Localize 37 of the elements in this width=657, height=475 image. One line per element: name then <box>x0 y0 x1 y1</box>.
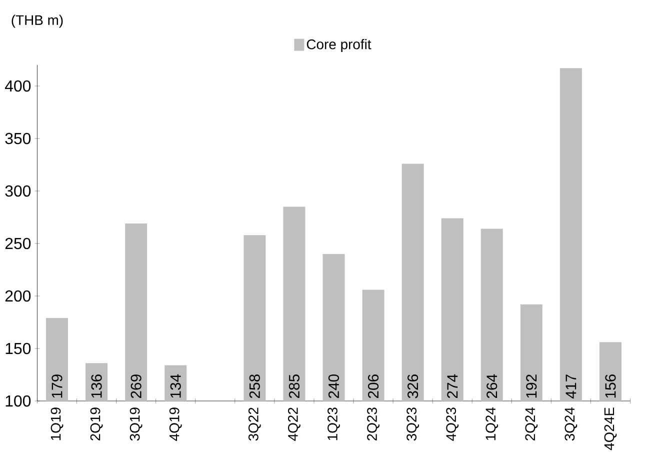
y-tick-label: 250 <box>5 238 31 250</box>
data-label: 179 <box>52 374 62 398</box>
data-label: 326 <box>408 374 418 398</box>
x-tick-label: 1Q23 <box>328 408 340 440</box>
data-label: 285 <box>288 374 300 398</box>
x-tick-label: 2Q19 <box>90 408 103 440</box>
x-tick-label: 2Q23 <box>367 408 380 440</box>
legend-label: Core profit <box>306 39 372 52</box>
data-label: 264 <box>486 374 498 398</box>
y-tick-label: 100 <box>6 395 31 407</box>
data-label: 417 <box>566 374 576 398</box>
y-tick-label: 300 <box>5 185 31 197</box>
y-tick-label: 350 <box>5 132 31 144</box>
y-tick-label: 200 <box>5 290 31 302</box>
data-label: 156 <box>605 374 616 398</box>
data-label: 274 <box>447 374 458 398</box>
x-tick-label: 4Q24E <box>604 408 617 450</box>
x-tick-label: 3Q19 <box>130 408 142 441</box>
x-tick-label: 1Q19 <box>50 408 64 440</box>
x-tick-label: 3Q24 <box>564 407 578 441</box>
data-label: 134 <box>170 374 181 398</box>
data-label: 192 <box>526 374 537 398</box>
data-label: 240 <box>328 374 340 398</box>
x-tick-label: 4Q23 <box>446 408 459 441</box>
x-tick-label: 2Q24 <box>525 407 538 440</box>
y-tick-label: 150 <box>6 342 31 354</box>
x-tick-label: 4Q19 <box>169 408 182 441</box>
x-tick-label: 3Q23 <box>406 408 419 441</box>
data-label: 258 <box>249 374 260 398</box>
y-axis-title: (THB m) <box>12 14 63 28</box>
x-tick-label: 3Q22 <box>248 408 261 441</box>
y-tick-label: 400 <box>4 80 31 92</box>
x-tick-label: 4Q22 <box>288 408 300 441</box>
data-label: 136 <box>91 374 102 398</box>
data-label: 269 <box>130 374 142 398</box>
data-label: 206 <box>368 374 379 398</box>
x-tick-label: 1Q24 <box>486 407 498 440</box>
